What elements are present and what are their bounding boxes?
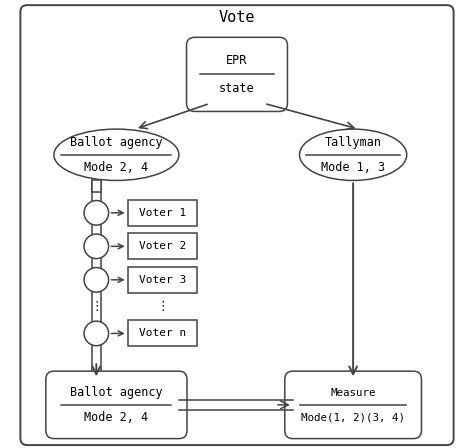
Text: Voter 3: Voter 3 (138, 275, 186, 285)
FancyBboxPatch shape (285, 371, 421, 439)
Text: EPR: EPR (226, 54, 248, 67)
Text: Tallyman: Tallyman (325, 136, 382, 149)
Text: Voter 2: Voter 2 (138, 241, 186, 251)
Text: Vote: Vote (219, 10, 255, 25)
FancyBboxPatch shape (92, 181, 101, 192)
Ellipse shape (84, 267, 109, 292)
Text: Mode 2, 4: Mode 2, 4 (84, 411, 148, 424)
Text: Mode 1, 3: Mode 1, 3 (321, 160, 385, 174)
Text: ⋮: ⋮ (90, 300, 102, 313)
FancyBboxPatch shape (128, 200, 197, 226)
FancyBboxPatch shape (128, 267, 197, 293)
Text: ⋮: ⋮ (156, 300, 168, 313)
Text: Ballot agency: Ballot agency (70, 136, 163, 149)
Text: Mode 2, 4: Mode 2, 4 (84, 160, 148, 174)
FancyBboxPatch shape (187, 37, 287, 112)
Text: Voter n: Voter n (138, 328, 186, 338)
Ellipse shape (84, 234, 109, 258)
Ellipse shape (54, 129, 179, 181)
Ellipse shape (300, 129, 407, 181)
FancyBboxPatch shape (46, 371, 187, 439)
Text: Voter 1: Voter 1 (138, 208, 186, 218)
Text: Ballot agency: Ballot agency (70, 386, 163, 399)
Text: Measure: Measure (330, 388, 376, 397)
FancyBboxPatch shape (128, 320, 197, 346)
Text: Mode(1, 2)(3, 4): Mode(1, 2)(3, 4) (301, 412, 405, 422)
FancyBboxPatch shape (128, 233, 197, 259)
Ellipse shape (84, 321, 109, 346)
Ellipse shape (84, 201, 109, 225)
Text: state: state (219, 82, 255, 95)
